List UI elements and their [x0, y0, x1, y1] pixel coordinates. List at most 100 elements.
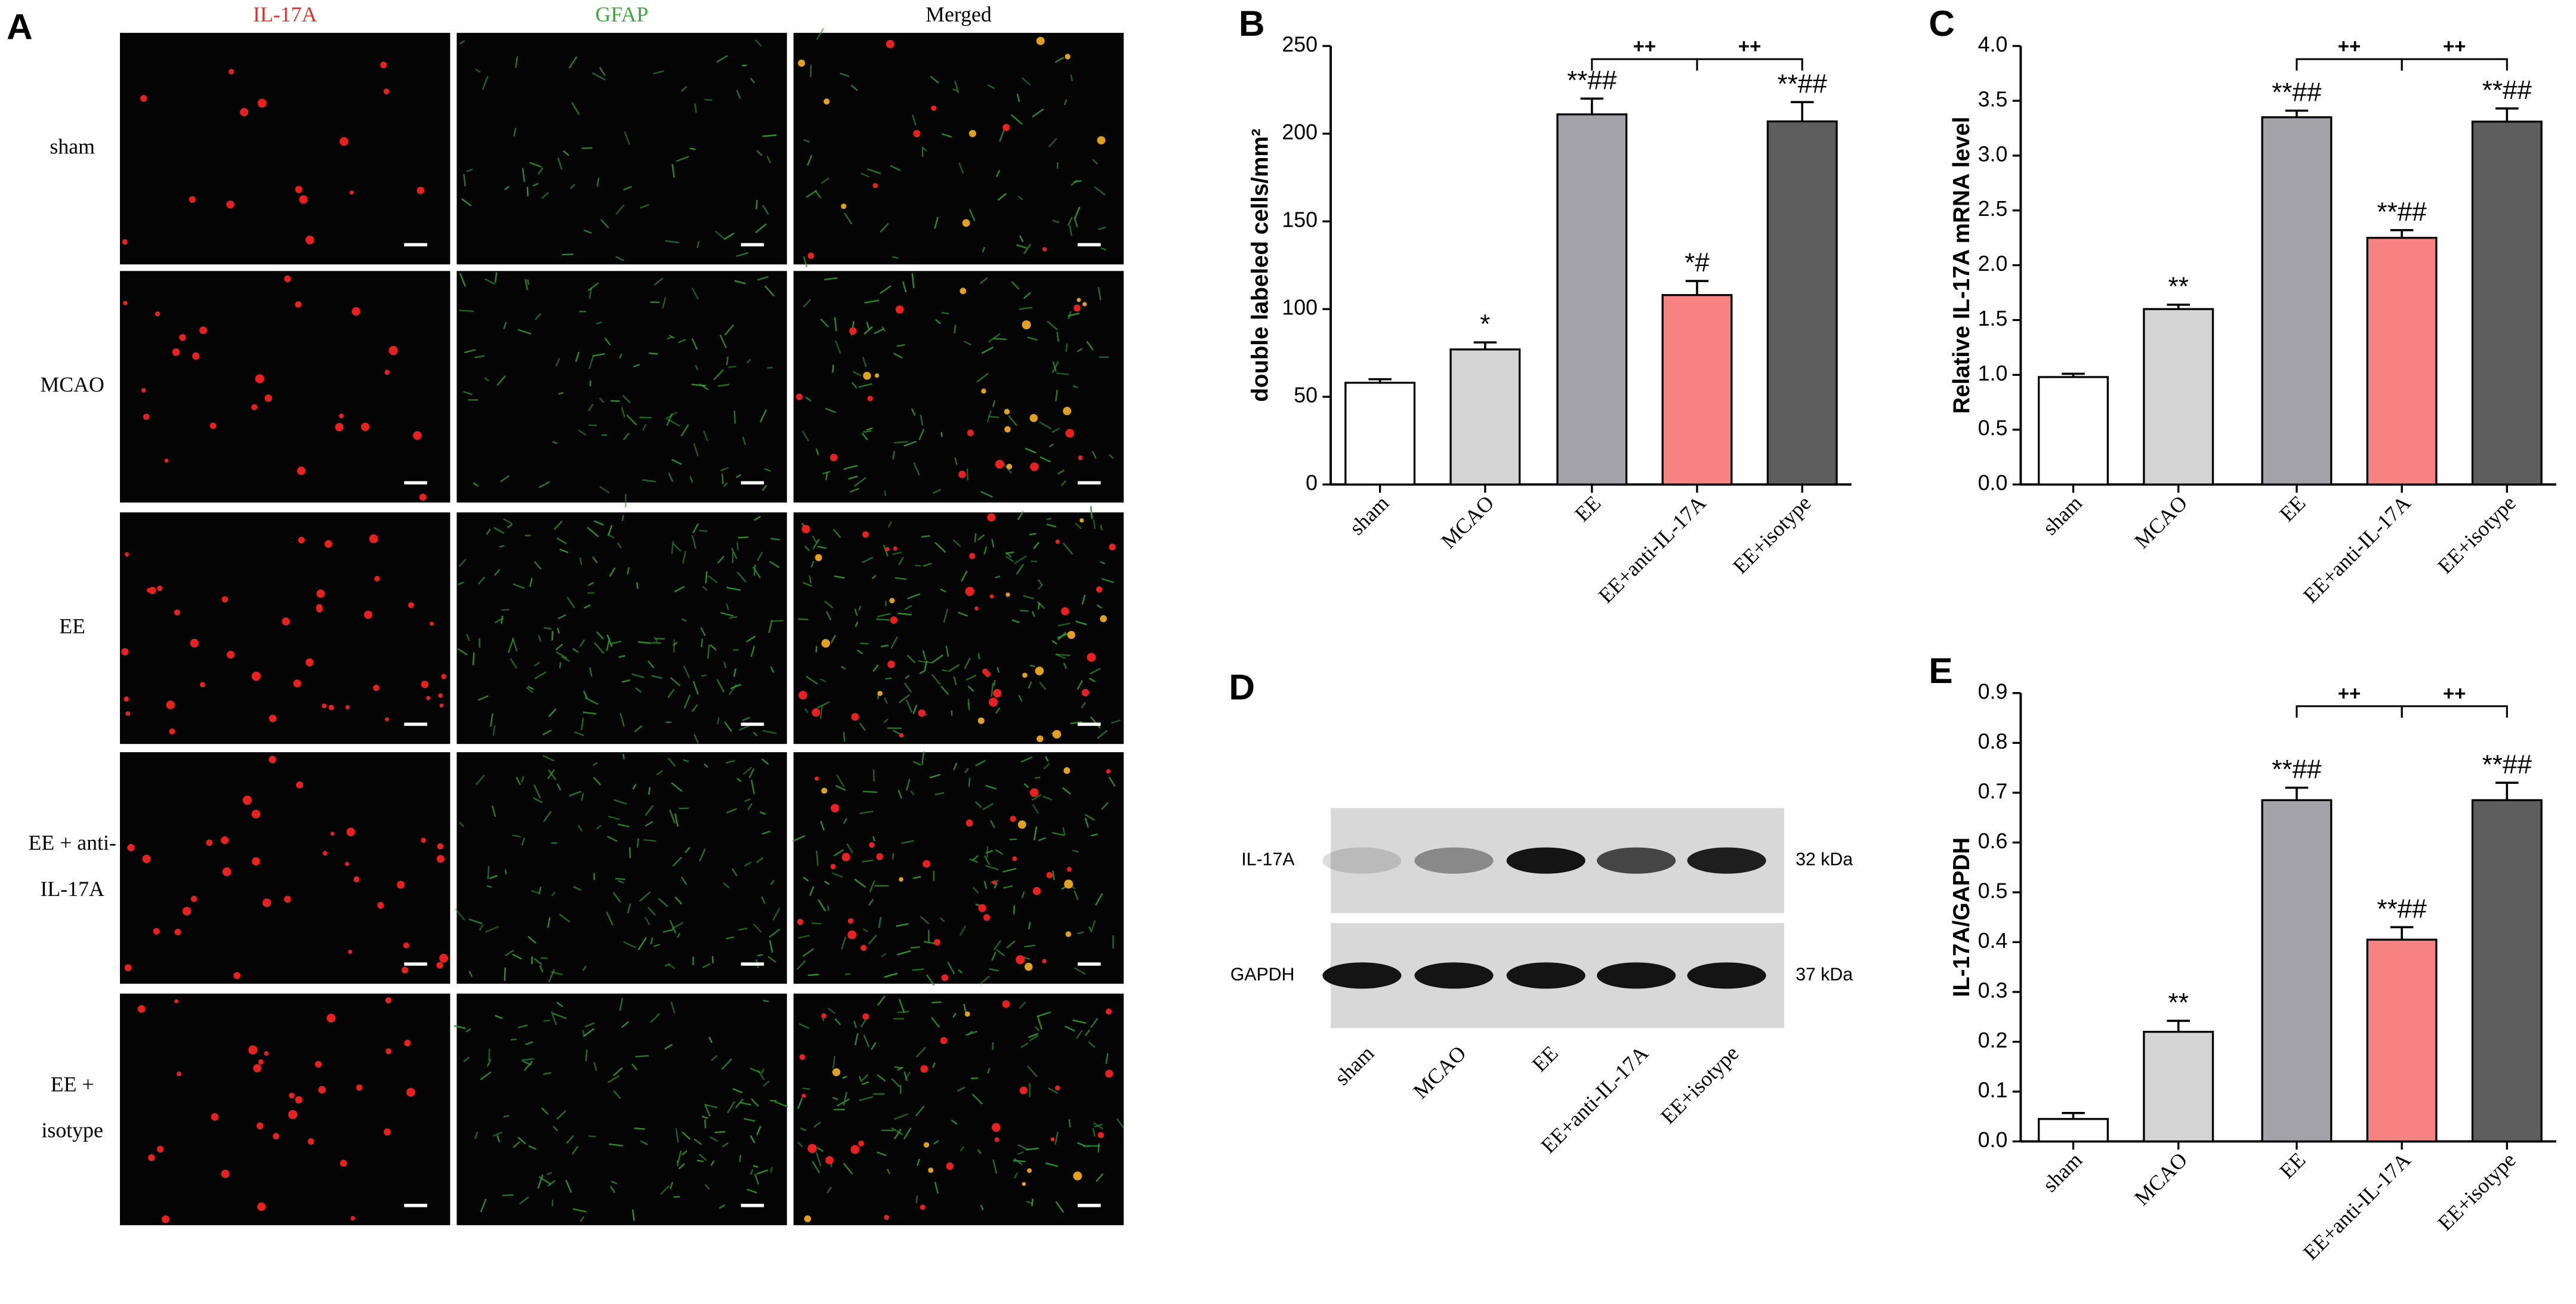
micrograph: [793, 993, 1124, 1225]
y-tick-label: 0.8: [1978, 730, 2008, 753]
astrocyte-fiber: [723, 482, 728, 487]
astrocyte-fiber: [723, 232, 735, 240]
astrocyte-fiber: [894, 1066, 903, 1069]
astrocyte-fiber: [822, 471, 831, 475]
astrocyte-fiber: [608, 815, 620, 820]
y-axis-title: IL-17A/GAPDH: [1949, 838, 1975, 997]
labeled-cell: [872, 183, 878, 189]
astrocyte-fiber: [844, 212, 853, 225]
labeled-cell: [441, 673, 447, 679]
astrocyte-fiber: [769, 928, 780, 938]
labeled-cell: [318, 1086, 326, 1094]
astrocyte-fiber: [894, 441, 908, 444]
astrocyte-fiber: [653, 277, 664, 286]
astrocyte-fiber: [992, 1159, 998, 1174]
astrocyte-fiber: [691, 704, 698, 712]
astrocyte-fiber: [749, 1067, 761, 1074]
astrocyte-fiber: [582, 147, 593, 149]
labeled-cell: [1073, 1171, 1082, 1181]
astrocyte-fiber: [856, 649, 863, 654]
astrocyte-fiber: [678, 807, 689, 809]
astrocyte-fiber: [525, 279, 529, 291]
astrocyte-fiber: [709, 644, 717, 651]
astrocyte-fiber: [596, 321, 603, 325]
labeled-cell: [988, 697, 998, 707]
astrocyte-fiber: [999, 130, 1005, 142]
astrocyte-fiber: [1101, 802, 1109, 810]
astrocyte-fiber: [529, 577, 533, 588]
astrocyte-fiber: [851, 382, 857, 389]
astrocyte-fiber: [804, 707, 809, 713]
astrocyte-fiber: [770, 666, 775, 673]
labeled-cell: [849, 327, 857, 335]
astrocyte-fiber: [665, 240, 679, 243]
astrocyte-fiber: [485, 926, 499, 933]
astrocyte-fiber: [701, 674, 707, 677]
labeled-cell: [887, 660, 895, 669]
astrocyte-fiber: [653, 944, 661, 947]
astrocyte-fiber: [942, 669, 948, 672]
astrocyte-fiber: [979, 975, 991, 985]
y-tick-label: 0.1: [1978, 1078, 2008, 1102]
astrocyte-fiber: [757, 276, 769, 281]
labeled-cell: [847, 930, 857, 940]
astrocyte-fiber: [520, 775, 525, 783]
astrocyte-fiber: [681, 1150, 688, 1156]
astrocyte-fiber: [479, 924, 485, 931]
astrocyte-fiber: [1108, 453, 1114, 459]
astrocyte-fiber: [734, 280, 746, 285]
astrocyte-fiber: [503, 1115, 510, 1118]
labeled-cell: [417, 187, 425, 194]
astrocyte-fiber: [674, 586, 685, 593]
astrocyte-fiber: [925, 974, 935, 986]
astrocyte-fiber: [1029, 665, 1035, 668]
astrocyte-fiber: [717, 717, 720, 725]
astrocyte-fiber: [653, 70, 664, 75]
astrocyte-fiber: [903, 1127, 912, 1139]
astrocyte-fiber: [1026, 1147, 1039, 1151]
labeled-cell: [1050, 1137, 1055, 1142]
labeled-cell: [296, 781, 303, 789]
astrocyte-fiber: [812, 1160, 820, 1173]
astrocyte-fiber: [627, 903, 631, 914]
astrocyte-fiber: [1018, 694, 1023, 702]
astrocyte-fiber: [859, 810, 874, 814]
astrocyte-fiber: [770, 537, 780, 540]
astrocyte-fiber: [635, 687, 642, 693]
astrocyte-fiber: [1048, 137, 1057, 148]
labeled-cell: [257, 1202, 266, 1212]
astrocyte-fiber: [621, 1021, 630, 1028]
labeled-cell: [209, 422, 217, 429]
labeled-cell: [349, 190, 354, 195]
astrocyte-fiber: [760, 1068, 765, 1074]
astrocyte-fiber: [1025, 447, 1037, 454]
y-tick-label: 4.0: [1978, 33, 2008, 57]
astrocyte-fiber: [906, 654, 916, 664]
astrocyte-fiber: [556, 651, 567, 659]
astrocyte-fiber: [887, 521, 892, 528]
astrocyte-fiber: [588, 582, 594, 586]
astrocyte-fiber: [640, 203, 650, 209]
bar: [2143, 308, 2214, 486]
astrocyte-fiber: [696, 1159, 704, 1163]
astrocyte-fiber: [1084, 814, 1095, 821]
labeled-cell: [889, 598, 895, 604]
astrocyte-fiber: [897, 612, 912, 616]
astrocyte-fiber: [622, 753, 625, 759]
astrocyte-fiber: [815, 646, 817, 653]
astrocyte-fiber: [1011, 619, 1020, 623]
astrocyte-fiber: [923, 563, 932, 567]
astrocyte-fiber: [556, 783, 562, 791]
y-tick-label: 200: [1282, 120, 1318, 144]
astrocyte-fiber: [810, 560, 815, 568]
astrocyte-fiber: [748, 768, 755, 778]
astrocyte-fiber: [533, 662, 541, 667]
labeled-cell: [874, 373, 880, 378]
astrocyte-fiber: [863, 1034, 870, 1047]
labeled-cell: [1016, 955, 1025, 965]
labeled-cell: [155, 311, 161, 317]
astrocyte-fiber: [802, 582, 813, 587]
astrocyte-fiber: [972, 886, 979, 894]
astrocyte-fiber: [893, 1018, 905, 1020]
astrocyte-fiber: [805, 396, 812, 401]
